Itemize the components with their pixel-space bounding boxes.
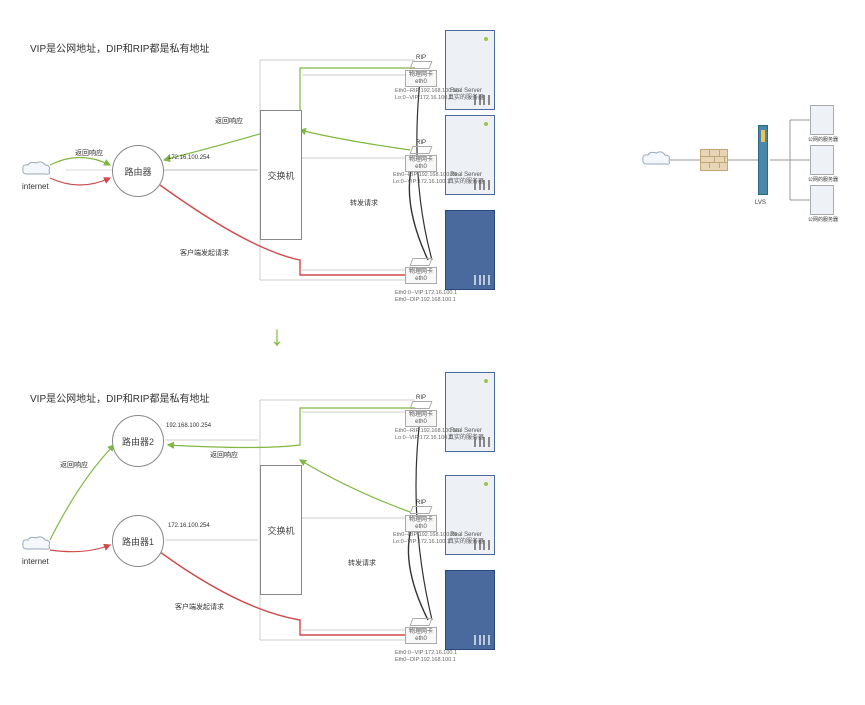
rs2-label-bottom: Real Server真实的服务器 xyxy=(448,532,484,546)
lvs-ips-bottom: Eth0:0--VIP:172.16.100.1 Eth0--DIP:192.1… xyxy=(395,650,457,663)
router1-label: 路由器1 xyxy=(122,535,154,548)
nic-rs1-top: RIP 物理网卡eth0 xyxy=(405,55,437,87)
switch-label-bottom: 交换机 xyxy=(267,524,294,537)
internet-cloud-bottom xyxy=(20,535,52,555)
mini-server-2 xyxy=(810,145,834,175)
switch-label: 交换机 xyxy=(267,169,294,182)
return-resp-label-2: 返回响应 xyxy=(215,116,243,126)
title-top: VIP是公网地址，DIP和RIP都是私有地址 xyxy=(30,40,209,55)
mini-server-1-label: 公网的服务器 xyxy=(808,136,838,143)
mini-cloud xyxy=(640,150,672,170)
mini-server-2-label: 公网的服务器 xyxy=(808,176,838,183)
internet-label-bottom: internet xyxy=(22,557,49,566)
nic-lvs-bottom: 物理网卡eth0 xyxy=(405,618,437,644)
diagram-canvas: VIP是公网地址，DIP和RIP都是私有地址 internet 路由器 172.… xyxy=(0,0,865,705)
rs1-label-top: Real Server真实的服务器 xyxy=(448,88,484,102)
internet-cloud-top xyxy=(20,160,52,180)
rs1-label-bottom: Real Server真实的服务器 xyxy=(448,428,484,442)
client-req-label-1: 客户端发起请求 xyxy=(180,248,229,258)
router1-ip: 172.16.100.254 xyxy=(168,523,210,529)
lvs-server-top xyxy=(445,210,495,290)
lvs-device xyxy=(758,125,768,195)
internet-label-top: internet xyxy=(22,182,49,191)
connection-lines xyxy=(0,0,865,705)
router1-bottom: 路由器1 xyxy=(112,515,164,567)
arrow-down-icon: ↓ xyxy=(270,320,284,352)
router-ip-top: 172.16.100.254 xyxy=(168,155,210,161)
client-req-bottom: 客户端发起请求 xyxy=(175,602,224,612)
router2-label: 路由器2 xyxy=(122,435,154,448)
forward-req-label-1: 转发请求 xyxy=(350,198,378,208)
mini-server-3-label: 公网的服务器 xyxy=(808,216,838,223)
nic-lvs-top: 物理网卡eth0 xyxy=(405,258,437,284)
switch-bottom: 交换机 xyxy=(260,465,302,595)
mini-server-3 xyxy=(810,185,834,215)
rs2-label-top: Real Server真实的服务器 xyxy=(448,172,484,186)
firewall-icon xyxy=(700,149,728,171)
eth0-tag: eth0 xyxy=(415,79,427,85)
nic-rs1-bottom: RIP 物理网卡eth0 xyxy=(405,395,437,427)
nic-rs2-bottom: RIP 物理网卡eth0 xyxy=(405,500,437,532)
return-resp-label-1: 返回响应 xyxy=(75,148,103,158)
lvs-label: LVS xyxy=(755,200,766,206)
router2-bottom: 路由器2 xyxy=(112,415,164,467)
nic-tag: 物理网卡 xyxy=(409,72,433,78)
router-top: 路由器 xyxy=(112,145,164,197)
forward-req-bottom: 转发请求 xyxy=(348,558,376,568)
mini-server-1 xyxy=(810,105,834,135)
nic-rs2-top: RIP 物理网卡eth0 xyxy=(405,140,437,172)
title-bottom: VIP是公网地址，DIP和RIP都是私有地址 xyxy=(30,390,209,405)
lvs-ips-top: Eth0:0--VIP:172.16.100.1 Eth0--DIP:192.1… xyxy=(395,290,457,303)
return-resp-bottom-2: 返回响应 xyxy=(210,450,238,460)
router-label: 路由器 xyxy=(124,165,151,178)
switch-top: 交换机 xyxy=(260,110,302,240)
router2-ip: 192.168.100.254 xyxy=(166,423,211,429)
return-resp-bottom-1: 返回响应 xyxy=(60,460,88,470)
lvs-server-bottom xyxy=(445,570,495,650)
